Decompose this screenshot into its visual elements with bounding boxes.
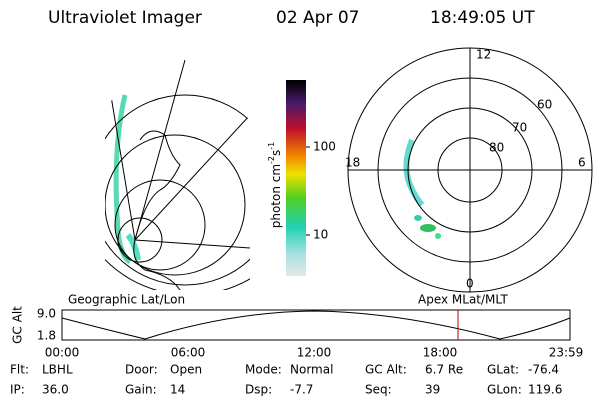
info-label: Gain:: [125, 383, 157, 397]
info-value: 119.6: [528, 383, 562, 397]
exponent: -2: [267, 156, 276, 164]
info-label: GLat:: [487, 363, 519, 377]
timeline-ylabel: GC Alt: [11, 306, 25, 344]
mlt-label: 18: [345, 156, 360, 170]
info-value: Normal: [290, 363, 333, 377]
info-value: 36.0: [42, 383, 69, 397]
info-panel: Flt: LBHL Door: Open Mode: Normal GC Alt: 6.7 R…: [10, 363, 562, 397]
timeline-xtick: 12:00: [297, 346, 332, 360]
lat-label: 80: [489, 141, 504, 155]
info-label: Door:: [125, 363, 158, 377]
colorbar-label: photon cm-2s-1: [267, 142, 283, 229]
info-label: IP:: [10, 383, 25, 397]
panel-label: Geographic Lat/Lon: [68, 293, 185, 307]
timeline-xtick: 06:00: [171, 346, 206, 360]
info-label: Seq:: [365, 383, 392, 397]
timeline-ytick: 9.0: [37, 307, 56, 321]
info-label: GLon:: [487, 383, 522, 397]
info-value: 6.7 Re: [425, 363, 463, 377]
info-label: Mode:: [245, 363, 282, 377]
lat-label: 60: [537, 98, 552, 112]
timeline-ytick: 1.8: [37, 329, 56, 343]
info-label: Flt:: [10, 363, 29, 377]
panel-label: Apex MLat/MLT: [418, 293, 508, 307]
colorbar-tick-label: 100: [313, 140, 336, 154]
mlt-label: 12: [476, 48, 491, 62]
time: 18:49:05 UT: [430, 8, 535, 28]
unit: photon cm: [269, 164, 283, 228]
info-label: GC Alt:: [365, 363, 407, 377]
polar-plot: 12 18 6 0 60 70 80: [345, 47, 593, 293]
info-value: 14: [170, 383, 185, 397]
info-label: Dsp:: [245, 383, 272, 397]
mlt-label: 0: [466, 277, 474, 291]
info-value: Open: [170, 363, 202, 377]
unit: s: [269, 150, 283, 156]
color-bar: [286, 80, 306, 276]
title: Ultraviolet Imager: [48, 8, 202, 28]
date: 02 Apr 07: [276, 8, 359, 28]
info-value: 39: [425, 383, 440, 397]
colorbar-tick-label: 10: [313, 228, 328, 242]
geographic-map: [105, 57, 250, 291]
exponent: -1: [267, 142, 276, 150]
mlt-label: 6: [578, 156, 586, 170]
lat-label: 70: [512, 121, 527, 135]
info-value: -7.7: [290, 383, 313, 397]
info-value: LBHL: [42, 363, 73, 377]
timeline-xtick: 18:00: [423, 346, 458, 360]
timeline: GC Alt 9.0 1.8 00:00 06:00 12:00 18:00 2…: [11, 306, 584, 360]
info-value: -76.4: [528, 363, 559, 377]
timeline-xtick: 23:59: [549, 346, 584, 360]
timeline-xtick: 00:00: [45, 346, 80, 360]
